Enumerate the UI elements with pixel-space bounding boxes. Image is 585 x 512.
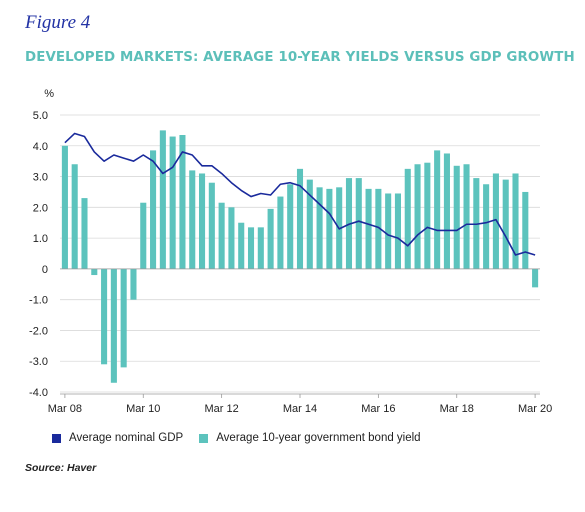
y-tick-label: -1.0 — [29, 295, 48, 307]
bar-yield — [512, 173, 519, 269]
y-tick-label: -3.0 — [29, 356, 48, 368]
bar-yield — [316, 187, 323, 269]
bar-yield — [189, 170, 196, 269]
legend-item-yield: Average 10-year government bond yield — [199, 432, 421, 444]
y-tick-label: 4.0 — [33, 141, 48, 153]
bar-yield — [385, 193, 392, 269]
source-note: Source: Haver — [25, 462, 97, 474]
bar-yield — [394, 193, 401, 269]
bar-yield — [404, 168, 411, 269]
bar-yield — [159, 130, 166, 269]
y-tick-label: 2.0 — [33, 202, 48, 214]
y-tick-label: -2.0 — [29, 325, 48, 337]
line-layer — [64, 132, 536, 256]
bar-yield — [208, 182, 215, 269]
bar-yield — [247, 227, 255, 269]
bar-yield — [463, 164, 470, 269]
bar-yield — [424, 162, 431, 269]
grid-layer — [60, 114, 540, 393]
bar-yield — [110, 268, 117, 383]
bar-yield — [130, 268, 137, 300]
bar-yield — [287, 184, 294, 269]
figure-label: Figure 4 — [25, 12, 91, 33]
bar-yield — [238, 222, 245, 269]
bar-yield — [228, 207, 235, 269]
bar-yield — [522, 191, 529, 269]
y-tick-label: 3.0 — [33, 172, 48, 184]
bar-yield — [91, 268, 98, 276]
bar-yield — [414, 164, 421, 269]
bar-yield — [483, 184, 490, 269]
legend-item-gdp: Average nominal GDP — [52, 432, 183, 444]
bar-yield — [502, 179, 509, 269]
bar-yield — [140, 202, 147, 269]
bar-yield — [150, 150, 157, 269]
bar-yield — [71, 164, 78, 269]
bar-yield — [365, 188, 372, 269]
x-tick-label: Mar 16 — [361, 403, 395, 415]
bar-yield — [199, 173, 206, 269]
y-tick-label: 0 — [42, 264, 48, 276]
bar-yield — [81, 198, 88, 269]
x-tick-label: Mar 18 — [440, 403, 474, 415]
bar-yield — [101, 268, 108, 365]
bar-yield — [120, 268, 127, 368]
bar-yield — [218, 202, 225, 269]
bar-yield — [169, 136, 176, 269]
x-tick-label: Mar 10 — [126, 403, 160, 415]
x-tick-label: Mar 12 — [205, 403, 239, 415]
bar-layer — [61, 130, 539, 383]
legend-label-gdp: Average nominal GDP — [69, 432, 184, 444]
y-unit-label: % — [44, 88, 54, 100]
x-tick-label: Mar 08 — [48, 403, 82, 415]
y-tick-label: 1.0 — [33, 233, 48, 245]
bar-yield — [277, 196, 284, 269]
bar-yield — [61, 145, 68, 269]
y-tick-label: -4.0 — [29, 387, 48, 399]
bar-yield — [257, 227, 264, 269]
x-tick-label: Mar 20 — [518, 403, 552, 415]
bar-yield — [296, 168, 304, 269]
bar-yield — [306, 179, 313, 269]
bar-yield — [443, 153, 450, 269]
legend: Average nominal GDP Average 10-year gove… — [52, 432, 437, 444]
bar-yield — [532, 268, 539, 288]
chart-title: DEVELOPED MARKETS: AVERAGE 10-YEAR YIELD… — [25, 50, 575, 65]
bar-yield — [179, 135, 186, 269]
y-tick-label: 5.0 — [33, 110, 48, 122]
bar-yield — [375, 188, 382, 269]
bar-yield — [355, 178, 362, 269]
x-tick-label: Mar 14 — [283, 403, 317, 415]
line-gdp — [64, 132, 536, 256]
bar-yield — [326, 188, 333, 269]
bar-yield — [267, 208, 274, 269]
bar-yield — [453, 165, 460, 269]
legend-label-yield: Average 10-year government bond yield — [216, 432, 421, 444]
legend-swatch-yield — [199, 433, 209, 443]
bar-yield — [434, 150, 441, 269]
legend-swatch-gdp — [52, 433, 61, 443]
